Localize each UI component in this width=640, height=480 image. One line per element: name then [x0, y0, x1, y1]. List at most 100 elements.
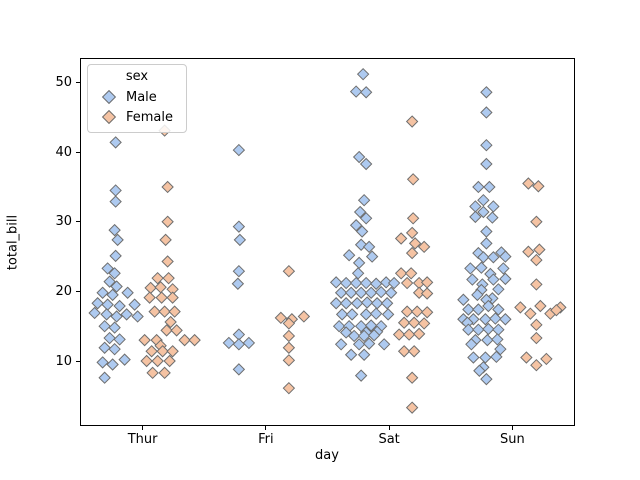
data-point	[462, 323, 475, 336]
data-point	[420, 306, 434, 319]
data-point	[178, 333, 191, 347]
data-point	[462, 303, 475, 316]
data-point	[357, 329, 371, 343]
data-point	[329, 276, 343, 289]
data-point	[108, 321, 121, 334]
data-point	[524, 307, 537, 320]
data-point	[362, 240, 376, 254]
male-diamond-icon	[101, 89, 117, 105]
data-point	[480, 372, 493, 386]
data-point	[164, 315, 177, 329]
data-point	[108, 267, 121, 280]
data-point	[522, 245, 535, 258]
data-point	[499, 250, 512, 263]
data-point	[170, 324, 183, 337]
data-point	[464, 262, 477, 275]
data-point	[379, 276, 393, 289]
data-point	[103, 275, 116, 288]
data-point	[282, 317, 296, 330]
data-point	[482, 299, 495, 313]
data-point	[394, 267, 408, 280]
data-point	[357, 193, 371, 207]
data-point	[349, 219, 363, 232]
data-point	[487, 273, 500, 286]
data-point	[490, 350, 503, 364]
data-point	[406, 212, 420, 225]
data-point	[402, 328, 416, 341]
data-point	[232, 338, 246, 351]
data-point	[282, 341, 296, 354]
data-point	[335, 308, 349, 321]
data-point	[352, 150, 366, 164]
data-point	[533, 243, 546, 256]
data-point	[417, 240, 431, 254]
data-point	[530, 253, 543, 267]
data-point	[530, 358, 543, 372]
data-point	[128, 298, 141, 311]
y-tick-label: 30	[55, 214, 72, 230]
data-point	[359, 308, 373, 321]
data-point	[381, 308, 395, 321]
data-point	[412, 327, 426, 341]
data-point	[364, 286, 378, 299]
data-point	[492, 303, 505, 316]
data-point	[113, 333, 126, 346]
data-point	[110, 310, 123, 323]
data-point	[397, 316, 411, 329]
data-point	[339, 297, 353, 310]
data-point	[148, 305, 161, 318]
data-point	[352, 338, 366, 351]
data-point	[369, 307, 383, 320]
data-point	[166, 345, 179, 358]
data-point	[479, 313, 492, 326]
data-point	[101, 298, 114, 311]
data-point	[354, 369, 368, 382]
plot-area	[80, 58, 575, 426]
data-point	[356, 67, 370, 81]
data-point	[492, 323, 505, 336]
data-point	[282, 264, 296, 278]
data-point	[499, 272, 512, 286]
data-point	[103, 331, 116, 345]
data-point	[387, 276, 401, 290]
data-point	[540, 352, 553, 366]
data-point	[359, 212, 373, 225]
data-point	[329, 297, 343, 310]
y-tick-label: 50	[55, 75, 72, 91]
data-point	[492, 283, 505, 296]
data-point	[359, 86, 373, 99]
data-point	[359, 276, 373, 290]
data-point	[347, 329, 361, 343]
data-point	[109, 136, 122, 149]
data-point	[144, 281, 157, 295]
data-point	[231, 277, 245, 290]
data-point	[357, 348, 371, 361]
data-point	[151, 354, 164, 368]
data-point	[88, 306, 101, 320]
data-point	[364, 319, 378, 332]
data-point	[161, 215, 174, 228]
data-point	[522, 177, 535, 190]
data-point	[480, 225, 493, 238]
data-point	[222, 336, 236, 350]
data-point	[405, 226, 419, 240]
y-tick-label: 20	[55, 283, 72, 299]
data-point	[232, 143, 246, 157]
data-point	[392, 328, 406, 341]
data-point	[111, 233, 124, 247]
data-point	[489, 312, 502, 325]
data-point	[374, 285, 388, 299]
data-point	[405, 371, 419, 384]
data-point	[232, 363, 246, 376]
data-point	[472, 323, 485, 336]
data-point	[400, 276, 414, 290]
data-point	[362, 337, 376, 350]
data-point	[530, 215, 543, 228]
data-point	[410, 305, 424, 318]
data-point	[397, 345, 411, 358]
data-point	[480, 106, 493, 119]
legend-label-male: Male	[126, 89, 157, 105]
data-point	[106, 288, 119, 302]
data-point	[282, 381, 296, 395]
